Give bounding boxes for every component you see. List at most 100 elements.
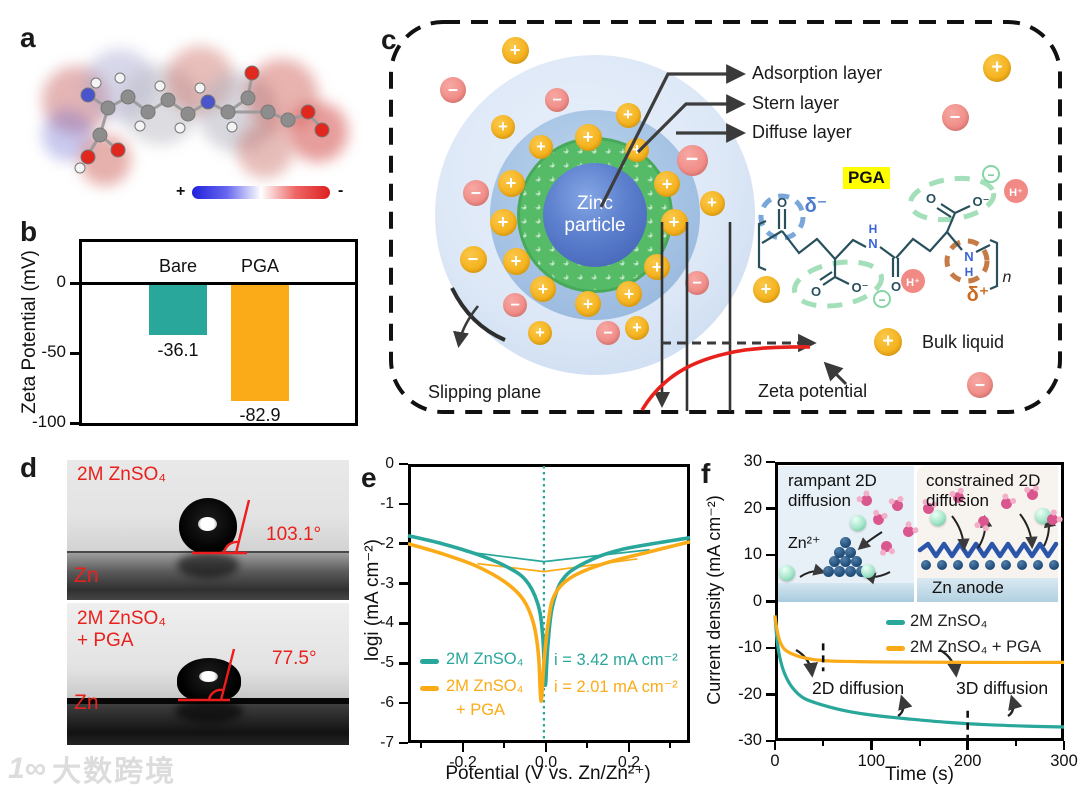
delta-plus-circle-icon [944, 238, 990, 284]
x-tick-label: 0 [770, 752, 780, 770]
x-minor-tick [503, 743, 506, 748]
x-tick-label: -0.2 [449, 754, 477, 771]
svg-text:O: O [777, 195, 787, 210]
y-tick [399, 542, 408, 545]
droplet-highlight [198, 517, 217, 531]
substrate-label-top: Zn [74, 564, 99, 587]
anion-icon: − [596, 321, 620, 345]
y-tick [766, 600, 775, 603]
svg-text:O: O [926, 191, 936, 206]
y-tick-label: -50 [41, 342, 66, 361]
carboxylate-circle-icon [792, 259, 884, 309]
zn-deposit-ball-icon [953, 560, 963, 570]
inset-right-title-line1: constrained 2D [926, 471, 1041, 490]
legend-marker-znso4 [420, 659, 439, 664]
droplet-reflection [175, 699, 243, 723]
y-tick [70, 421, 79, 425]
watermark: 1∞ 大数跨境 [8, 748, 176, 790]
esp-blob [237, 122, 293, 178]
y-tick [399, 701, 408, 705]
y-tick [766, 739, 775, 743]
cation-icon: + [625, 316, 649, 340]
cation-icon: + [625, 138, 649, 162]
inset-right-title: constrained 2D diffusion [926, 471, 1040, 511]
y-tick-label: 10 [743, 545, 762, 563]
inset-substrate-right [917, 578, 1058, 602]
annotation-3d-diffusion: 3D diffusion [956, 678, 1049, 698]
y-tick [399, 662, 408, 665]
anion-icon: − [676, 144, 708, 176]
bar-category-label: Bare [158, 256, 198, 276]
y-tick-label: -6 [380, 694, 394, 712]
svg-text:δ⁺: δ⁺ [967, 284, 990, 306]
circled-minus-icons: − − [873, 165, 1000, 308]
cation-icon: + [502, 247, 530, 275]
substrate-label-bottom: Zn [74, 691, 99, 714]
y-tick-label: -100 [31, 412, 66, 431]
watermark-text: 大数跨境 [52, 756, 177, 788]
pga-bonds [757, 203, 999, 291]
exchange-current-znso4: i = 3.42 mA cm⁻² [554, 651, 678, 669]
legend-marker-pga [420, 686, 439, 691]
ca-x-axis-label: Time (s) [885, 764, 954, 785]
y-tick [766, 693, 775, 696]
y-tick-label: -3 [380, 574, 394, 592]
panel-label-c: c [381, 24, 397, 55]
legend-label-pga: 2M ZnSO₄ [446, 677, 524, 695]
tafel-x-axis-label: Potential (V vs. Zn/Zn²⁺) [445, 763, 651, 784]
x-minor-tick [822, 741, 825, 746]
cation-icon: + [528, 321, 552, 345]
zn-deposit-ball-icon [834, 565, 845, 577]
anion-icon: − [685, 271, 709, 295]
zn-deposit-ball-icon [969, 560, 979, 570]
y-tick [399, 462, 408, 466]
y-tick-label: -10 [738, 638, 762, 656]
x-tick [544, 743, 548, 752]
cation-icon: + [660, 208, 688, 236]
y-tick-label: 0 [752, 591, 762, 610]
anion-icon: − [459, 245, 487, 273]
electrolyte-label-bottom-1: 2M ZnSO₄ [77, 608, 167, 629]
y-tick-label: 0 [56, 272, 66, 291]
pga-structure: O O O⁻ O O O⁻ N H N H δ⁻ δ⁺ n H⁺ H⁺ [757, 165, 1028, 309]
zn-deposit-ball-icon [845, 546, 856, 558]
y-tick [70, 281, 79, 285]
x-tick [870, 741, 873, 750]
svg-text:H⁺: H⁺ [1009, 187, 1023, 199]
x-tick-label: 0.0 [534, 754, 558, 771]
y-tick-label: -4 [380, 614, 394, 632]
slipping-plane-label: Slipping plane [428, 382, 542, 402]
zinc-particle-label-line1: Zinc [577, 193, 613, 215]
esp-blob [288, 102, 348, 162]
svg-text:δ⁻: δ⁻ [805, 195, 828, 217]
y-tick-label: 0 [385, 455, 394, 472]
zn-deposit-ball-icon [1033, 560, 1043, 570]
zeta-chart-zeroline [79, 281, 358, 285]
anion-icon: − [967, 372, 993, 398]
droplet-reflection [177, 552, 239, 578]
panel-label-f: f [701, 458, 711, 489]
colorbar-plus-label: + [176, 183, 186, 200]
svg-text:H: H [965, 265, 974, 279]
zn-deposit-ball-icon [850, 556, 862, 567]
x-tick-label: 100 [857, 752, 886, 770]
cation-icon: + [874, 328, 902, 356]
cation-icon: + [983, 54, 1011, 82]
annotation-2d-diffusion: 2D diffusion [812, 678, 905, 698]
x-tick [461, 743, 465, 752]
x-minor-tick [1014, 741, 1017, 746]
cation-icon: + [529, 135, 553, 159]
esp-molecule-image [25, 30, 355, 195]
x-tick-label: 200 [953, 752, 982, 770]
anion-icon: − [545, 88, 569, 112]
cation-icon: + [489, 208, 517, 236]
stern-layer-label: Stern layer [752, 93, 840, 113]
zn-ion-label: Zn²⁺ [788, 535, 821, 552]
zn-anode-label: Zn anode [932, 578, 1004, 597]
cation-icon: + [654, 171, 680, 197]
svg-text:n: n [1003, 269, 1012, 286]
contact-angle-value-top: 103.1° [266, 524, 322, 545]
ca-legend-marker-znso4 [886, 620, 905, 625]
ca-legend-label-pga: 2M ZnSO₄ + PGA [910, 638, 1041, 656]
